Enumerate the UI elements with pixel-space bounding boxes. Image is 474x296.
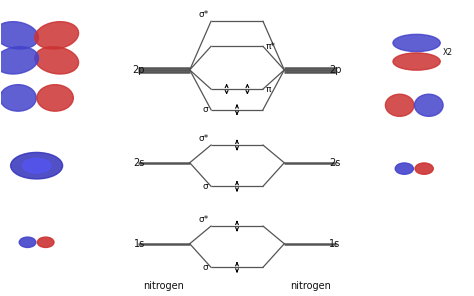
Ellipse shape	[35, 47, 79, 74]
Text: π: π	[265, 85, 271, 94]
Ellipse shape	[22, 158, 51, 173]
Ellipse shape	[19, 237, 36, 247]
Ellipse shape	[415, 163, 433, 174]
Text: X2: X2	[443, 48, 453, 57]
Text: 2s: 2s	[134, 158, 145, 168]
Ellipse shape	[35, 22, 79, 49]
Ellipse shape	[393, 53, 440, 70]
Text: σ: σ	[203, 182, 209, 191]
Text: σ: σ	[203, 105, 209, 114]
Text: σ*: σ*	[199, 215, 209, 224]
Text: π*: π*	[265, 42, 275, 51]
Text: 2p: 2p	[132, 65, 145, 75]
Ellipse shape	[10, 152, 63, 179]
Text: nitrogen: nitrogen	[143, 281, 184, 291]
Text: nitrogen: nitrogen	[290, 281, 331, 291]
Ellipse shape	[414, 94, 443, 116]
Ellipse shape	[385, 94, 414, 116]
Ellipse shape	[393, 34, 440, 52]
Text: σ: σ	[203, 263, 209, 272]
Text: σ*: σ*	[199, 10, 209, 19]
Text: 2s: 2s	[329, 158, 340, 168]
Text: 2p: 2p	[329, 65, 342, 75]
Ellipse shape	[37, 85, 73, 111]
Ellipse shape	[37, 237, 54, 247]
Text: 1s: 1s	[329, 239, 340, 249]
Ellipse shape	[0, 85, 36, 111]
Text: σ*: σ*	[199, 134, 209, 143]
Ellipse shape	[0, 22, 38, 49]
Text: 1s: 1s	[134, 239, 145, 249]
Ellipse shape	[395, 163, 413, 174]
Ellipse shape	[0, 47, 38, 74]
